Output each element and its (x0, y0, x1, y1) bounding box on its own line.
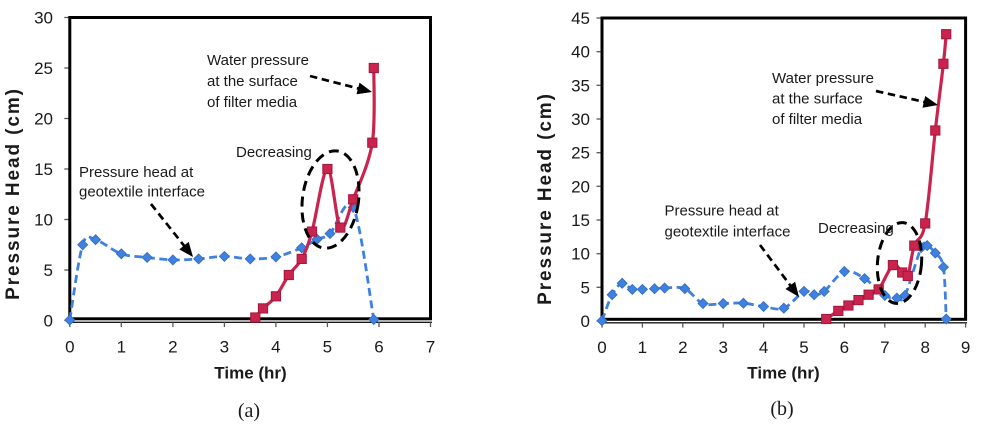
svg-text:3: 3 (718, 338, 727, 357)
svg-text:10: 10 (34, 211, 53, 230)
svg-text:geotextile interface: geotextile interface (665, 224, 791, 241)
svg-text:Water pressure: Water pressure (207, 52, 309, 69)
svg-text:45: 45 (571, 9, 590, 28)
svg-text:Time (hr): Time (hr) (747, 364, 819, 383)
svg-text:35: 35 (571, 76, 590, 95)
svg-text:6: 6 (374, 338, 383, 357)
svg-text:5: 5 (323, 338, 332, 357)
svg-text:30: 30 (34, 9, 53, 28)
svg-text:1: 1 (638, 338, 647, 357)
svg-text:of filter media: of filter media (772, 111, 863, 128)
svg-text:3: 3 (220, 338, 229, 357)
svg-text:Decreasing: Decreasing (818, 220, 894, 237)
svg-text:7: 7 (880, 338, 889, 357)
svg-text:0: 0 (65, 338, 74, 357)
svg-text:5: 5 (581, 278, 590, 297)
svg-text:at the surface: at the surface (772, 91, 863, 108)
svg-text:30: 30 (571, 110, 590, 129)
svg-text:(a): (a) (238, 400, 260, 422)
svg-text:40: 40 (571, 43, 590, 62)
svg-text:9: 9 (961, 338, 970, 357)
svg-text:2: 2 (678, 338, 687, 357)
svg-text:Pressure head at: Pressure head at (665, 203, 780, 220)
svg-text:1: 1 (117, 338, 126, 357)
svg-text:at the surface: at the surface (207, 73, 298, 90)
svg-text:(b): (b) (770, 398, 793, 420)
svg-text:15: 15 (571, 211, 590, 230)
svg-text:7: 7 (426, 338, 435, 357)
svg-text:0: 0 (44, 312, 53, 331)
svg-text:2: 2 (168, 338, 177, 357)
svg-text:0: 0 (597, 338, 606, 357)
svg-text:4: 4 (759, 338, 768, 357)
svg-text:15: 15 (34, 160, 53, 179)
svg-text:5: 5 (799, 338, 808, 357)
svg-text:Pressure Head (cm): Pressure Head (cm) (3, 87, 24, 300)
svg-text:10: 10 (571, 245, 590, 264)
svg-text:Time (hr): Time (hr) (214, 364, 286, 383)
svg-text:25: 25 (571, 144, 590, 163)
svg-text:Decreasing: Decreasing (236, 144, 312, 161)
svg-text:8: 8 (920, 338, 929, 357)
svg-text:20: 20 (571, 177, 590, 196)
svg-text:25: 25 (34, 59, 53, 78)
svg-text:Pressure Head (cm): Pressure Head (cm) (535, 92, 556, 305)
svg-text:Pressure head at: Pressure head at (79, 164, 194, 181)
svg-text:of filter media: of filter media (207, 94, 298, 111)
svg-text:4: 4 (271, 338, 280, 357)
svg-text:Water pressure: Water pressure (772, 70, 874, 87)
svg-text:0: 0 (581, 312, 590, 331)
svg-text:6: 6 (840, 338, 849, 357)
svg-text:20: 20 (34, 110, 53, 129)
svg-text:geotextile interface: geotextile interface (79, 184, 205, 201)
svg-text:5: 5 (44, 261, 53, 280)
